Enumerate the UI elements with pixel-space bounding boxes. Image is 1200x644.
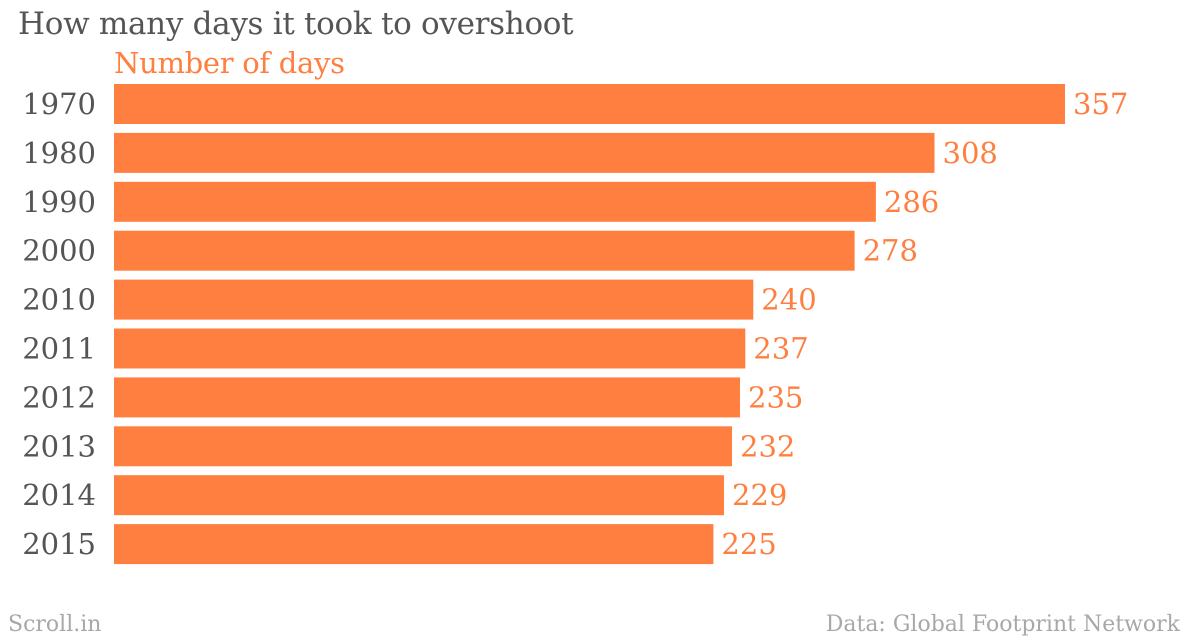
chart-title: How many days it took to overshoot [18, 6, 574, 42]
value-label-1990: 286 [884, 185, 939, 219]
bar-2000 [114, 230, 855, 271]
source-label: Data: Global Footprint Network [825, 612, 1180, 637]
category-label-2000: 2000 [22, 234, 96, 268]
bar-1970 [114, 84, 1065, 124]
value-label-2013: 232 [740, 429, 795, 463]
bar-2012 [114, 377, 740, 418]
category-label-1990: 1990 [22, 185, 96, 219]
series-label: Number of days [114, 46, 345, 80]
value-label-2012: 235 [748, 380, 803, 414]
category-label-2012: 2012 [22, 380, 96, 414]
bar-2015 [114, 524, 714, 565]
value-label-2014: 229 [732, 478, 787, 512]
bar-2010 [114, 279, 754, 320]
category-label-2010: 2010 [22, 283, 96, 317]
value-label-2010: 240 [761, 283, 816, 317]
category-label-2015: 2015 [22, 527, 96, 561]
value-label-2015: 225 [721, 527, 776, 561]
category-label-1980: 1980 [22, 136, 96, 170]
category-label-1970: 1970 [22, 87, 96, 121]
bar-1980 [114, 132, 935, 173]
bar-2013 [114, 426, 732, 467]
value-label-1980: 308 [943, 136, 998, 170]
category-label-2013: 2013 [22, 429, 96, 463]
value-label-2011: 237 [753, 332, 808, 366]
brand-label: Scroll.in [8, 612, 102, 637]
value-label-2000: 278 [863, 234, 918, 268]
bar-chart: 1970 357 1980 308 1990 286 2000 278 2010 240 2011 2… [22, 84, 1128, 565]
value-label-1970: 357 [1073, 87, 1128, 121]
bar-2014 [114, 475, 724, 516]
bar-1990 [114, 181, 876, 222]
category-label-2014: 2014 [22, 478, 96, 512]
bar-2011 [114, 328, 746, 369]
category-label-2011: 2011 [22, 332, 96, 366]
